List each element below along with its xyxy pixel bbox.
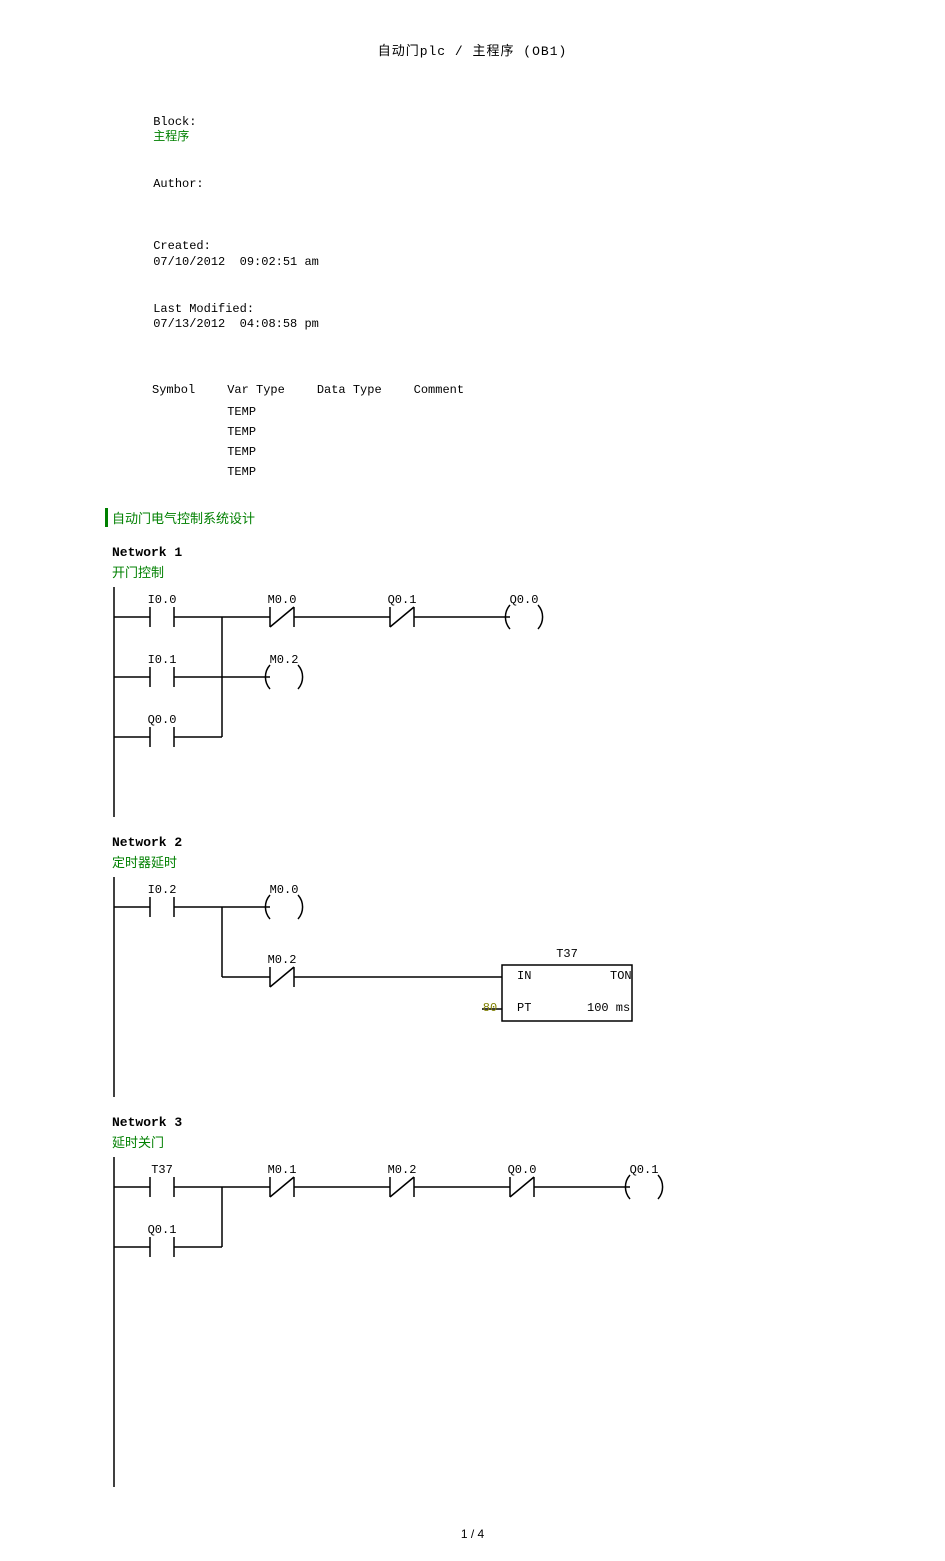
ladder-area: 自动门电气控制系统设计 Network 1 开门控制 — [112, 508, 945, 1487]
contact-label: I0.1 — [148, 653, 177, 667]
page-footer: 1 / 4 — [0, 1527, 945, 1541]
table-row: TEMP — [152, 463, 494, 481]
timer-type: TON — [610, 969, 632, 983]
network-2-comment: 定时器延时 — [112, 852, 945, 871]
table-header-row: Symbol Var Type Data Type Comment — [152, 381, 494, 401]
modified-value: 07/13/2012 04:08:58 pm — [153, 317, 319, 333]
network-1-comment: 开门控制 — [112, 562, 945, 581]
modified-label: Last Modified: — [153, 302, 253, 318]
contact-label: M0.0 — [268, 593, 297, 607]
contact-label: Q0.1 — [148, 1223, 177, 1237]
block-label: Block: — [153, 115, 253, 131]
block-value: 主程序 — [153, 130, 189, 146]
col-datatype: Data Type — [317, 381, 412, 401]
col-comment: Comment — [414, 381, 494, 401]
contact-label: I0.0 — [148, 593, 177, 607]
contact-label: Q0.1 — [388, 593, 417, 607]
coil-label: Q0.0 — [510, 593, 539, 607]
contact-label: Q0.0 — [148, 713, 177, 727]
contact-label: M0.2 — [388, 1163, 417, 1177]
table-row: TEMP — [152, 423, 494, 441]
coil-label: M0.2 — [270, 653, 299, 667]
contact-label: M0.2 — [268, 953, 297, 967]
created-value: 07/10/2012 09:02:51 am — [153, 255, 319, 271]
coil-label: M0.0 — [270, 883, 299, 897]
table-row: TEMP — [152, 403, 494, 421]
timer-val: 80 — [483, 1001, 497, 1015]
network-1-rung: I0.0 M0.0 Q0.1 Q0.0 I0.1 M0.2 Q0.0 — [112, 587, 945, 817]
network-3-rung: T37 M0.1 M0.2 Q0.0 Q0.1 Q0.1 — [112, 1157, 945, 1487]
col-symbol: Symbol — [152, 381, 225, 401]
network-3-label: Network 3 — [112, 1115, 945, 1130]
network-1-label: Network 1 — [112, 545, 945, 560]
created-label: Created: — [153, 239, 253, 255]
table-row: TEMP — [152, 443, 494, 461]
contact-label: I0.2 — [148, 883, 177, 897]
timer-in: IN — [517, 969, 531, 983]
col-vartype: Var Type — [227, 381, 315, 401]
author-label: Author: — [153, 177, 253, 193]
page-title: 自动门plc / 主程序 (OB1) — [0, 40, 945, 59]
timer-pt: PT — [517, 1001, 531, 1015]
timer-name: T37 — [556, 947, 578, 961]
contact-label: M0.1 — [268, 1163, 297, 1177]
timer-unit: 100 ms — [587, 1001, 630, 1015]
contact-label: Q0.0 — [508, 1163, 537, 1177]
section-title: 自动门电气控制系统设计 — [105, 508, 945, 527]
network-3-comment: 延时关门 — [112, 1132, 945, 1151]
network-2-rung: I0.2 M0.0 M0.2 T37 IN TON 80 PT 100 ms — [112, 877, 945, 1097]
symbol-table: Symbol Var Type Data Type Comment TEMP T… — [150, 379, 496, 483]
contact-label: T37 — [151, 1163, 173, 1177]
page: 自动门plc / 主程序 (OB1) Block: 主程序 Author: Cr… — [0, 0, 945, 1561]
coil-label: Q0.1 — [630, 1163, 659, 1177]
block-info: Block: 主程序 Author: Created: 07/10/2012 0… — [110, 99, 945, 349]
network-2-label: Network 2 — [112, 835, 945, 850]
